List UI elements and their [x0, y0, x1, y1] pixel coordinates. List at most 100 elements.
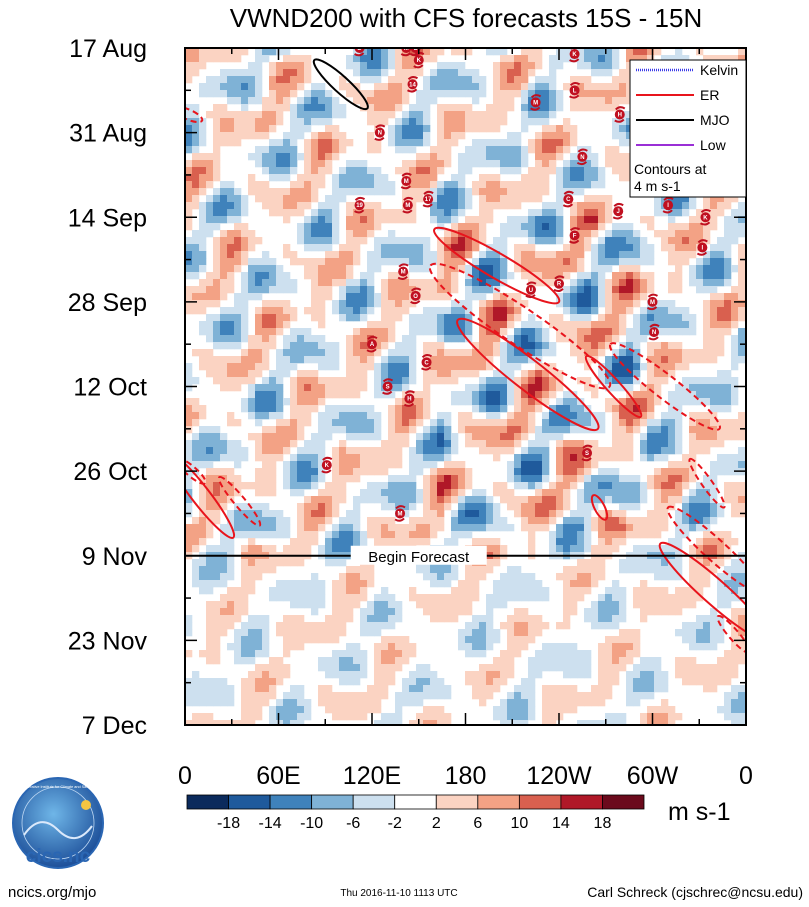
field-cell-2864 — [353, 384, 361, 392]
field-cell-4078 — [374, 524, 382, 532]
field-cell-1113 — [367, 181, 375, 189]
field-cell-2881 — [528, 384, 536, 392]
field-cell-3039 — [402, 405, 410, 413]
field-cell-1829 — [332, 265, 340, 273]
field-cell-2609 — [234, 356, 242, 364]
field-cell-1834 — [409, 265, 417, 273]
field-cell-4859 — [255, 629, 263, 637]
field-cell-4550 — [248, 587, 256, 595]
field-cell-1796 — [605, 258, 613, 266]
field-cell-4358 — [269, 559, 277, 567]
field-cell-3799 — [675, 489, 683, 497]
field-cell-1518 — [360, 230, 368, 238]
field-cell-3025 — [276, 405, 284, 413]
field-cell-1250 — [458, 195, 466, 203]
field-cell-4120 — [696, 524, 704, 532]
field-cell-4906 — [290, 636, 298, 644]
field-cell-643 — [227, 125, 235, 133]
field-cell-3546 — [535, 461, 543, 469]
field-cell-4645 — [633, 594, 641, 602]
field-cell-3091 — [374, 412, 382, 420]
field-cell-4558 — [318, 587, 326, 595]
field-cell-4789 — [591, 615, 599, 623]
field-cell-454 — [598, 97, 606, 105]
field-cell-3313 — [661, 433, 669, 441]
field-cell-2021 — [353, 286, 361, 294]
field-cell-2324 — [493, 321, 501, 329]
field-cell-887 — [507, 153, 515, 161]
field-cell-3177 — [591, 419, 599, 427]
field-cell-119 — [283, 62, 291, 70]
field-cell-510 — [584, 104, 592, 112]
field-cell-4127 — [227, 531, 235, 539]
field-cell-1331 — [703, 202, 711, 210]
field-cell-1474 — [507, 223, 515, 231]
field-cell-668 — [479, 125, 487, 133]
field-cell-3704 — [395, 482, 403, 490]
field-cell-4589 — [661, 587, 669, 595]
field-cell-2278 — [605, 314, 613, 322]
field-cell-1425 — [507, 216, 515, 224]
field-cell-4773 — [388, 615, 396, 623]
field-cell-816 — [339, 146, 347, 154]
field-cell-3955 — [430, 510, 438, 518]
field-cell-4152 — [416, 531, 424, 539]
field-cell-448 — [549, 97, 557, 105]
field-cell-269 — [619, 76, 627, 84]
field-cell-1792 — [570, 258, 578, 266]
field-cell-472 — [262, 104, 270, 112]
field-cell-4916 — [402, 636, 410, 644]
chart-title: VWND200 with CFS forecasts 15S - 15N — [230, 3, 703, 33]
field-cell-4488 — [675, 573, 683, 581]
field-cell-498 — [486, 104, 494, 112]
field-cell-2613 — [262, 356, 270, 364]
field-cell-4930 — [626, 636, 634, 644]
field-cell-3467 — [318, 454, 326, 462]
field-cell-2367 — [290, 328, 298, 336]
field-cell-3768 — [409, 489, 417, 497]
field-cell-1957 — [381, 279, 389, 287]
field-cell-3596 — [514, 468, 522, 476]
field-cell-4904 — [262, 636, 270, 644]
field-cell-3202 — [262, 426, 270, 434]
field-cell-4083 — [409, 524, 417, 532]
field-cell-698 — [248, 132, 256, 140]
field-cell-1995 — [703, 279, 711, 287]
field-cell-3715 — [500, 482, 508, 490]
field-cell-4719 — [360, 608, 368, 616]
field-cell-1745 — [199, 258, 207, 266]
field-cell-650 — [290, 125, 298, 133]
field-cell-3175 — [577, 419, 585, 427]
field-cell-2093 — [493, 293, 501, 301]
field-cell-184 — [367, 69, 375, 77]
field-cell-4473 — [500, 573, 508, 581]
field-cell-2735 — [255, 370, 263, 378]
field-cell-3089 — [360, 412, 368, 420]
field-cell-4874 — [458, 629, 466, 637]
field-cell-559 — [465, 111, 473, 119]
field-cell-786 — [619, 139, 627, 147]
field-cell-899 — [612, 153, 620, 161]
field-cell-2010 — [255, 286, 263, 294]
field-cell-2715 — [612, 363, 620, 371]
field-cell-4104 — [577, 524, 585, 532]
field-cell-2855 — [290, 384, 298, 392]
field-cell-3170 — [542, 419, 550, 427]
field-cell-2475 — [738, 335, 746, 343]
field-cell-4277 — [612, 545, 620, 553]
field-cell-1891 — [339, 272, 347, 280]
field-cell-3668 — [626, 475, 634, 483]
field-cell-2925 — [416, 391, 424, 399]
field-cell-1135 — [535, 181, 543, 189]
field-cell-2531 — [703, 342, 711, 350]
field-cell-4575 — [528, 587, 536, 595]
field-cell-2222 — [640, 307, 648, 315]
field-cell-3847 — [549, 496, 557, 504]
field-cell-4723 — [388, 608, 396, 616]
field-cell-1359 — [381, 209, 389, 217]
field-cell-2808 — [409, 377, 417, 385]
field-cell-1266 — [605, 195, 613, 203]
field-cell-3657 — [542, 475, 550, 483]
field-cell-1918 — [598, 272, 606, 280]
field-cell-2936 — [514, 391, 522, 399]
